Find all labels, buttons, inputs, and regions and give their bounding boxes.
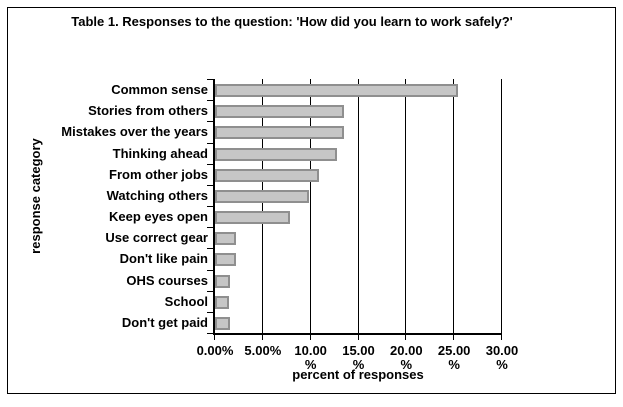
y-axis-tick [207, 291, 213, 292]
x-axis-title: percent of responses [292, 367, 424, 382]
gridline [261, 79, 263, 333]
y-axis-tick [207, 100, 213, 101]
y-axis-label: Don't like pain [119, 251, 208, 267]
y-axis-tick [207, 185, 213, 186]
bar [215, 232, 237, 246]
y-axis-tick [207, 333, 213, 334]
y-axis-label: Thinking ahead [112, 145, 208, 161]
y-axis-label: From other jobs [109, 166, 208, 182]
bar [215, 211, 290, 224]
gridline [501, 79, 502, 333]
x-axis-tick [453, 335, 455, 340]
bar [215, 105, 345, 119]
bar [215, 189, 309, 203]
x-axis-tick [309, 335, 311, 340]
y-axis-tick [207, 121, 213, 122]
y-axis-label: Use correct gear [105, 230, 208, 246]
bar [215, 274, 231, 288]
y-axis-label: Don't get paid [121, 314, 208, 330]
gridline [405, 79, 407, 333]
gridline [357, 79, 359, 333]
y-axis-line [213, 79, 215, 335]
x-axis-tick-label: 15.00 % [342, 343, 375, 372]
y-axis-label: Mistakes over the years [61, 124, 208, 140]
x-axis-tick-label: 10.00 % [294, 343, 327, 372]
x-axis-tick-label: 5.00% [244, 343, 282, 358]
chart-title: Table 1. Responses to the question: 'How… [71, 14, 513, 29]
y-axis-tick [207, 312, 213, 313]
y-axis-label: Watching others [106, 187, 208, 203]
x-axis-tick [405, 335, 407, 340]
bar [215, 126, 345, 140]
y-axis-tick [207, 270, 213, 271]
bar [215, 84, 458, 97]
figure-border [7, 7, 616, 394]
bar [215, 316, 231, 330]
gridline [453, 79, 455, 333]
y-axis-tick [207, 227, 213, 228]
y-axis-tick [207, 143, 213, 144]
bar [215, 168, 320, 182]
x-axis-tick [261, 335, 263, 340]
x-axis-line [213, 333, 502, 335]
x-axis-tick-label: 25.00 % [437, 343, 471, 372]
x-axis-tick-label: 20.00 % [390, 343, 423, 372]
y-axis-tick [207, 164, 213, 165]
gridline [309, 79, 311, 333]
x-axis-tick [357, 335, 359, 340]
x-axis-tick-label: 0.00% [196, 343, 234, 358]
bar [215, 147, 338, 161]
x-axis-tick-label: 30.00 % [485, 343, 519, 372]
x-axis-tick [214, 335, 215, 340]
y-axis-label: Stories from others [88, 103, 208, 119]
bar [215, 295, 230, 309]
y-axis-label: School [164, 293, 208, 309]
bar [215, 253, 237, 267]
y-axis-label: OHS courses [126, 272, 208, 288]
y-axis-label: Common sense [111, 82, 208, 97]
y-axis-tick [207, 79, 213, 80]
y-axis-tick [207, 248, 213, 249]
y-axis-label: Keep eyes open [109, 209, 208, 224]
y-axis-tick [207, 206, 213, 207]
x-axis-tick [501, 335, 502, 340]
